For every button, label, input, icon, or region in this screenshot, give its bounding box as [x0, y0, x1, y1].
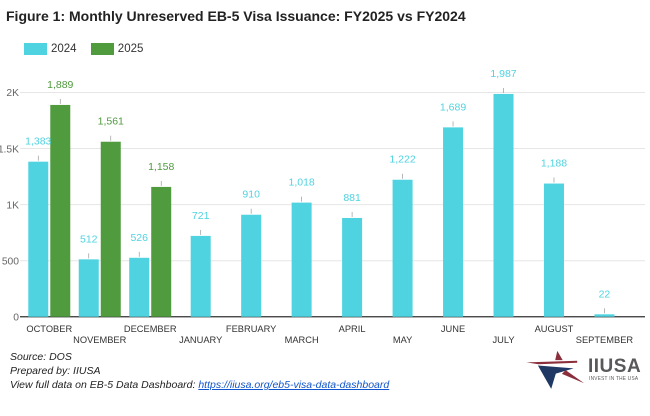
- svg-text:1,689: 1,689: [440, 101, 466, 113]
- svg-text:881: 881: [343, 192, 361, 204]
- svg-text:DECEMBER: DECEMBER: [124, 324, 177, 334]
- svg-text:1,889: 1,889: [47, 79, 73, 91]
- svg-text:AUGUST: AUGUST: [535, 324, 574, 334]
- svg-text:JANUARY: JANUARY: [179, 335, 222, 345]
- svg-text:1,188: 1,188: [541, 158, 567, 170]
- svg-text:1,222: 1,222: [389, 154, 415, 166]
- svg-text:512: 512: [80, 233, 98, 245]
- svg-text:MAY: MAY: [393, 335, 412, 345]
- svg-text:MARCH: MARCH: [285, 335, 319, 345]
- svg-text:OCTOBER: OCTOBER: [26, 324, 72, 334]
- svg-text:JUNE: JUNE: [441, 324, 465, 334]
- svg-text:1,383: 1,383: [25, 136, 51, 148]
- svg-text:NOVEMBER: NOVEMBER: [73, 335, 126, 345]
- svg-text:1.5K: 1.5K: [0, 144, 19, 155]
- svg-text:APRIL: APRIL: [339, 324, 366, 334]
- svg-text:22: 22: [599, 288, 611, 300]
- svg-text:500: 500: [2, 256, 19, 267]
- svg-text:1K: 1K: [6, 200, 19, 211]
- svg-text:526: 526: [130, 232, 148, 244]
- svg-text:SEPTEMBER: SEPTEMBER: [576, 335, 634, 345]
- svg-text:2K: 2K: [6, 88, 19, 99]
- svg-text:1,987: 1,987: [490, 68, 516, 80]
- svg-text:1,158: 1,158: [148, 161, 174, 173]
- svg-text:721: 721: [192, 210, 210, 222]
- svg-text:1,018: 1,018: [288, 177, 314, 189]
- svg-text:1,561: 1,561: [98, 116, 124, 128]
- svg-text:0: 0: [13, 312, 19, 323]
- svg-text:FEBRUARY: FEBRUARY: [226, 324, 276, 334]
- svg-text:910: 910: [242, 189, 260, 201]
- svg-text:JULY: JULY: [492, 335, 514, 345]
